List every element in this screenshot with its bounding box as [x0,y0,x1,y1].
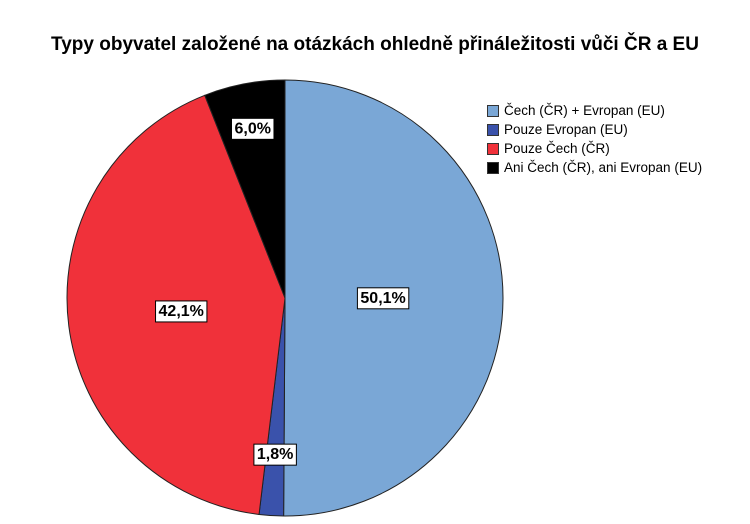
legend-item: Ani Čech (ČR), ani Evropan (EU) [487,158,702,177]
slice-label-box [356,287,410,310]
legend: Čech (ČR) + Evropan (EU) Pouze Evropan (… [487,101,702,177]
slice-label-box [230,117,275,140]
legend-label: Ani Čech (ČR), ani Evropan (EU) [504,160,703,175]
legend-label: Pouze Čech (ČR) [504,141,610,156]
slice-label-box [253,443,297,466]
slice-value-text: 6,0% [234,120,270,137]
legend-swatch [487,161,499,174]
slice-label-box [155,300,208,323]
slice-data-label: 50,1% [356,287,410,310]
legend-item: Pouze Čech (ČR) [487,139,702,158]
slice-data-label: 6,0% [230,117,275,140]
slice-data-label: 1,8% [253,443,297,466]
legend-swatch [487,123,499,136]
legend-label: Pouze Evropan (EU) [504,122,628,137]
chart-title: Typy obyvatel založené na otázkách ohled… [51,34,699,55]
legend-label: Čech (ČR) + Evropan (EU) [504,103,665,118]
legend-item: Čech (ČR) + Evropan (EU) [487,101,702,120]
legend-item: Pouze Evropan (EU) [487,120,702,139]
legend-swatch [487,104,499,117]
slice-value-text: 42,1% [159,303,204,320]
slice-value-text: 1,8% [257,446,293,463]
slice-value-text: 50,1% [360,290,405,307]
legend-swatch [487,142,499,155]
slice-data-label: 42,1% [155,300,208,323]
